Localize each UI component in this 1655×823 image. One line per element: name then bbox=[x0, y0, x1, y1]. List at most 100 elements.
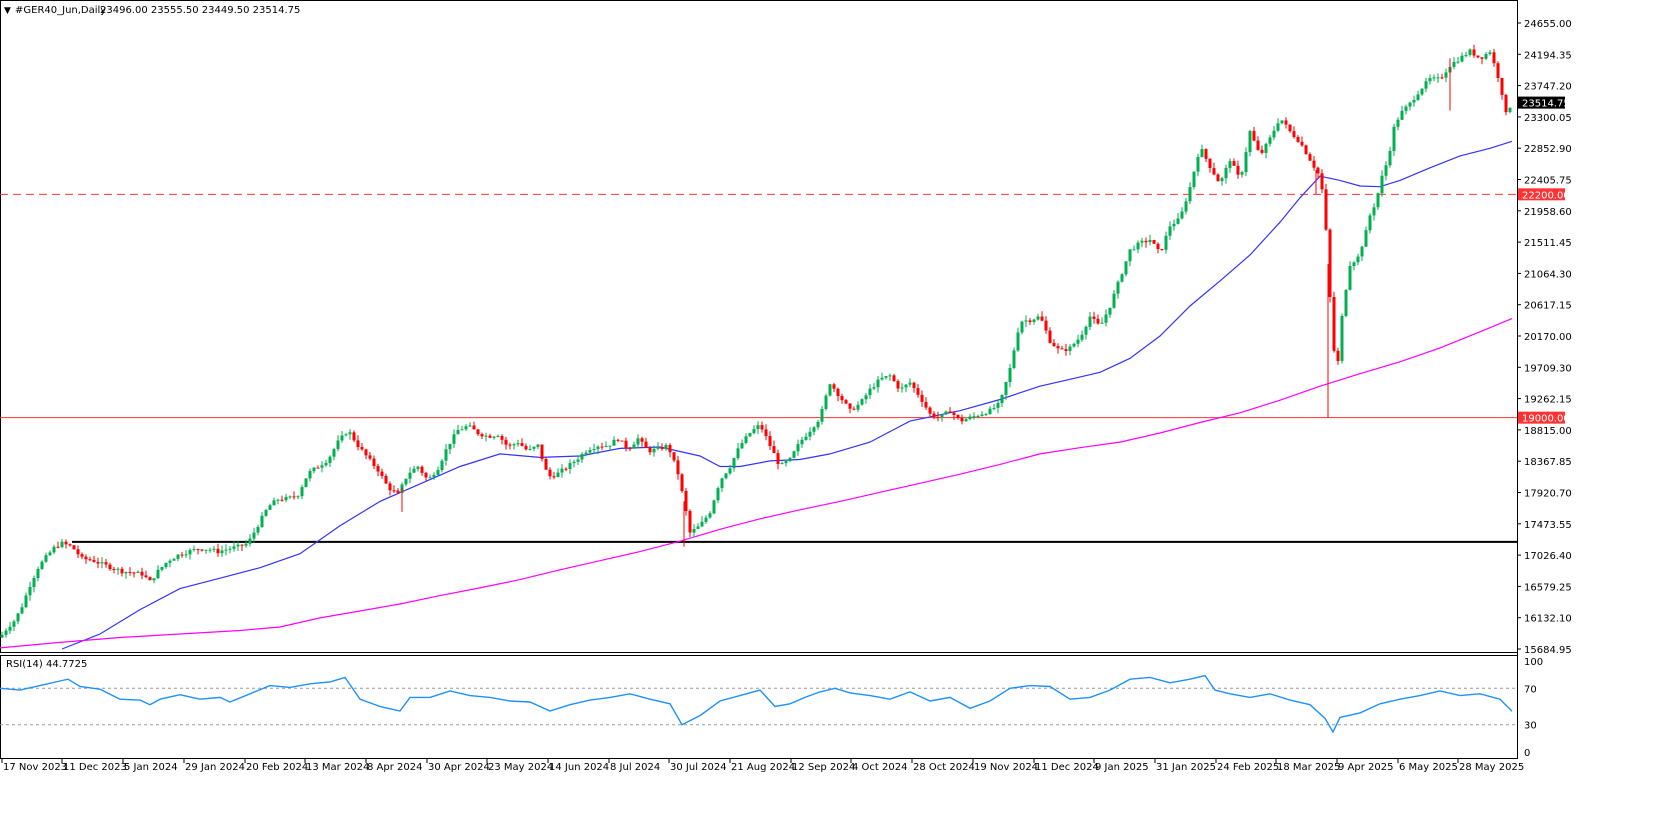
chart-header-marker-icon: ▼ bbox=[4, 6, 11, 16]
candle-body bbox=[1476, 55, 1480, 58]
price-tick-label: 17473.55 bbox=[1524, 520, 1572, 531]
candle-body bbox=[100, 562, 104, 564]
candle-body bbox=[300, 487, 304, 497]
candle-body bbox=[928, 407, 932, 414]
candle-body bbox=[108, 564, 112, 569]
candle-body bbox=[736, 448, 740, 459]
last-price-label: 23514.75 bbox=[1522, 99, 1570, 110]
candle-body bbox=[772, 446, 776, 454]
candle-body bbox=[1380, 175, 1384, 194]
candle-body bbox=[964, 419, 968, 422]
candle-body bbox=[1296, 137, 1300, 142]
candle-body bbox=[924, 401, 928, 408]
candle-body bbox=[808, 431, 812, 437]
candle-body bbox=[552, 476, 556, 478]
candle-body bbox=[1348, 266, 1352, 290]
candle-body bbox=[176, 554, 180, 559]
candle-body bbox=[1360, 246, 1364, 257]
candle-body bbox=[636, 438, 640, 445]
candle-body bbox=[8, 626, 12, 631]
candle-body bbox=[136, 571, 140, 573]
candle-body bbox=[1372, 207, 1376, 216]
candle-body bbox=[820, 409, 824, 422]
candle-body bbox=[1392, 126, 1396, 151]
candle-body bbox=[432, 475, 436, 478]
candle-body bbox=[40, 561, 44, 569]
candle-body bbox=[212, 548, 216, 550]
candle-body bbox=[972, 416, 976, 418]
candle-body bbox=[832, 384, 836, 389]
candle-body bbox=[556, 472, 560, 477]
candle-body bbox=[976, 416, 980, 417]
candle-body bbox=[1280, 120, 1284, 124]
candle-body bbox=[436, 470, 440, 475]
candle-body bbox=[384, 476, 388, 484]
candle-body bbox=[224, 549, 228, 551]
candle-body bbox=[12, 621, 16, 627]
candle-body bbox=[664, 445, 668, 449]
candle-body bbox=[1324, 189, 1328, 230]
candle-body bbox=[544, 459, 548, 470]
candle-body bbox=[1248, 131, 1252, 153]
candle-body bbox=[852, 408, 856, 410]
candle-body bbox=[1468, 49, 1472, 55]
candle-body bbox=[452, 434, 456, 444]
candle-body bbox=[1088, 316, 1092, 327]
candle-body bbox=[760, 425, 764, 430]
candle-body bbox=[656, 447, 660, 449]
candle-body bbox=[1240, 172, 1244, 175]
time-tick-label: 8 Jul 2024 bbox=[610, 762, 660, 773]
candle-body bbox=[368, 455, 372, 459]
candle-body bbox=[516, 443, 520, 445]
candle-body bbox=[252, 532, 256, 539]
candle-body bbox=[1064, 349, 1068, 351]
candle-body bbox=[1068, 346, 1072, 351]
candle-body bbox=[116, 568, 120, 570]
candle-body bbox=[1352, 262, 1356, 266]
candle-body bbox=[412, 468, 416, 473]
candle-body bbox=[292, 496, 296, 498]
candle-body bbox=[64, 541, 68, 545]
candle-body bbox=[804, 436, 808, 440]
candle-body bbox=[28, 587, 32, 596]
candle-body bbox=[360, 447, 364, 450]
candle-body bbox=[668, 445, 672, 453]
candle-body bbox=[1500, 78, 1504, 95]
candle-body bbox=[908, 382, 912, 385]
candle-body bbox=[96, 562, 100, 564]
candle-body bbox=[992, 408, 996, 409]
candle-body bbox=[468, 425, 472, 427]
candle-body bbox=[260, 515, 264, 527]
candle-body bbox=[1444, 72, 1448, 78]
candle-body bbox=[1092, 316, 1096, 319]
candle-body bbox=[584, 452, 588, 455]
candle-body bbox=[1268, 137, 1272, 144]
candle-body bbox=[684, 491, 688, 511]
candle-body bbox=[1492, 52, 1496, 64]
rsi-title: RSI(14) 44.7725 bbox=[6, 659, 87, 670]
candle-body bbox=[648, 447, 652, 453]
candle-body bbox=[1168, 226, 1172, 236]
candle-body bbox=[1140, 240, 1144, 243]
candle-body bbox=[1328, 229, 1332, 297]
candle-body bbox=[348, 432, 352, 435]
time-tick-label: 17 Nov 2023 bbox=[3, 762, 67, 773]
candle-body bbox=[984, 414, 988, 415]
horizontal-levels: 22200.00 19000.00 bbox=[0, 188, 1570, 543]
candle-body bbox=[280, 499, 284, 501]
candle-body bbox=[1052, 342, 1056, 347]
candle-body bbox=[36, 569, 40, 578]
price-tick-label: 24655.00 bbox=[1524, 19, 1572, 30]
candle-body bbox=[1316, 167, 1320, 174]
candle-body bbox=[712, 500, 716, 514]
time-tick-label: 5 Jan 2024 bbox=[124, 762, 178, 773]
candle-body bbox=[564, 468, 568, 470]
candle-body bbox=[696, 526, 700, 529]
candle-body bbox=[1216, 174, 1220, 182]
candle-body bbox=[1040, 316, 1044, 321]
candle-body bbox=[396, 490, 400, 493]
price-tick-label: 22852.90 bbox=[1524, 144, 1572, 155]
candle-body bbox=[1080, 334, 1084, 340]
candle-body bbox=[864, 395, 868, 400]
candle-body bbox=[1452, 62, 1456, 67]
